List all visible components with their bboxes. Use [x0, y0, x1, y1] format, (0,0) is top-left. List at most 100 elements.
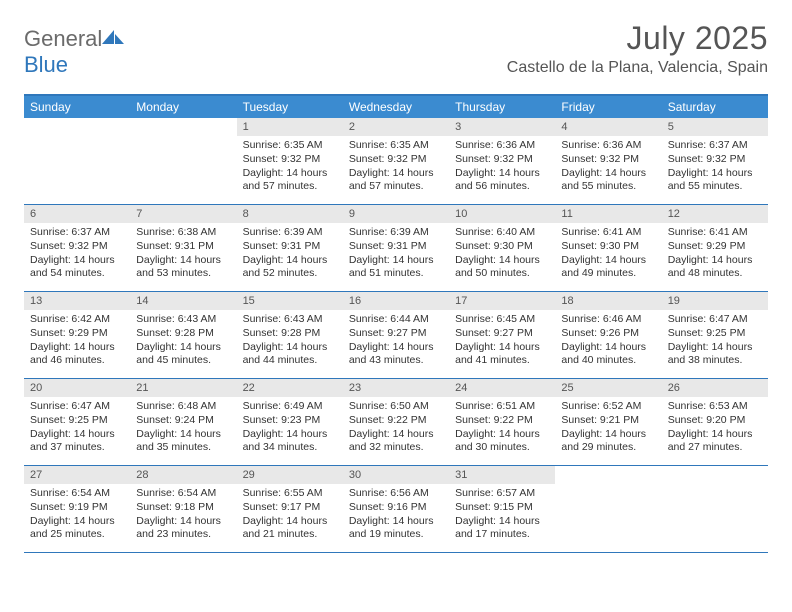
sunrise-line: Sunrise: 6:38 AM	[136, 226, 230, 240]
daylight-line: Daylight: 14 hours and 30 minutes.	[455, 428, 549, 455]
day-number: 5	[662, 118, 768, 136]
day-cell: 25Sunrise: 6:52 AMSunset: 9:21 PMDayligh…	[555, 379, 661, 465]
day-number: 24	[449, 379, 555, 397]
sunrise-line: Sunrise: 6:40 AM	[455, 226, 549, 240]
day-number: 1	[237, 118, 343, 136]
day-number: 25	[555, 379, 661, 397]
day-cell: 29Sunrise: 6:55 AMSunset: 9:17 PMDayligh…	[237, 466, 343, 552]
sunset-line: Sunset: 9:28 PM	[243, 327, 337, 341]
day-cell: 13Sunrise: 6:42 AMSunset: 9:29 PMDayligh…	[24, 292, 130, 378]
week-row: 1Sunrise: 6:35 AMSunset: 9:32 PMDaylight…	[24, 118, 768, 205]
day-body: Sunrise: 6:52 AMSunset: 9:21 PMDaylight:…	[555, 397, 661, 461]
day-number	[130, 118, 236, 122]
week-row: 27Sunrise: 6:54 AMSunset: 9:19 PMDayligh…	[24, 466, 768, 553]
day-cell: 9Sunrise: 6:39 AMSunset: 9:31 PMDaylight…	[343, 205, 449, 291]
daylight-line: Daylight: 14 hours and 44 minutes.	[243, 341, 337, 368]
sunset-line: Sunset: 9:29 PM	[668, 240, 762, 254]
header: General Blue July 2025 Castello de la Pl…	[24, 20, 768, 78]
sunset-line: Sunset: 9:32 PM	[561, 153, 655, 167]
sunset-line: Sunset: 9:32 PM	[30, 240, 124, 254]
sunrise-line: Sunrise: 6:56 AM	[349, 487, 443, 501]
day-body: Sunrise: 6:36 AMSunset: 9:32 PMDaylight:…	[555, 136, 661, 200]
day-body: Sunrise: 6:42 AMSunset: 9:29 PMDaylight:…	[24, 310, 130, 374]
day-number: 13	[24, 292, 130, 310]
sunset-line: Sunset: 9:27 PM	[349, 327, 443, 341]
sunset-line: Sunset: 9:15 PM	[455, 501, 549, 515]
day-body: Sunrise: 6:38 AMSunset: 9:31 PMDaylight:…	[130, 223, 236, 287]
sunset-line: Sunset: 9:28 PM	[136, 327, 230, 341]
day-body: Sunrise: 6:51 AMSunset: 9:22 PMDaylight:…	[449, 397, 555, 461]
day-body: Sunrise: 6:41 AMSunset: 9:30 PMDaylight:…	[555, 223, 661, 287]
sunrise-line: Sunrise: 6:47 AM	[668, 313, 762, 327]
day-body: Sunrise: 6:54 AMSunset: 9:19 PMDaylight:…	[24, 484, 130, 548]
daylight-line: Daylight: 14 hours and 43 minutes.	[349, 341, 443, 368]
day-body: Sunrise: 6:53 AMSunset: 9:20 PMDaylight:…	[662, 397, 768, 461]
day-cell: 16Sunrise: 6:44 AMSunset: 9:27 PMDayligh…	[343, 292, 449, 378]
sunrise-line: Sunrise: 6:47 AM	[30, 400, 124, 414]
dayheader-sun: Sunday	[24, 96, 130, 118]
sunrise-line: Sunrise: 6:36 AM	[455, 139, 549, 153]
day-number: 9	[343, 205, 449, 223]
sunrise-line: Sunrise: 6:45 AM	[455, 313, 549, 327]
daylight-line: Daylight: 14 hours and 37 minutes.	[30, 428, 124, 455]
daylight-line: Daylight: 14 hours and 46 minutes.	[30, 341, 124, 368]
week-row: 20Sunrise: 6:47 AMSunset: 9:25 PMDayligh…	[24, 379, 768, 466]
daylight-line: Daylight: 14 hours and 29 minutes.	[561, 428, 655, 455]
day-number: 29	[237, 466, 343, 484]
logo-word1: General	[24, 26, 102, 51]
sunrise-line: Sunrise: 6:53 AM	[668, 400, 762, 414]
day-body: Sunrise: 6:46 AMSunset: 9:26 PMDaylight:…	[555, 310, 661, 374]
day-cell: 10Sunrise: 6:40 AMSunset: 9:30 PMDayligh…	[449, 205, 555, 291]
day-number: 28	[130, 466, 236, 484]
day-cell: 1Sunrise: 6:35 AMSunset: 9:32 PMDaylight…	[237, 118, 343, 204]
sunset-line: Sunset: 9:31 PM	[349, 240, 443, 254]
sunrise-line: Sunrise: 6:37 AM	[30, 226, 124, 240]
day-number: 21	[130, 379, 236, 397]
day-body: Sunrise: 6:43 AMSunset: 9:28 PMDaylight:…	[130, 310, 236, 374]
day-cell: 20Sunrise: 6:47 AMSunset: 9:25 PMDayligh…	[24, 379, 130, 465]
sunrise-line: Sunrise: 6:41 AM	[668, 226, 762, 240]
daylight-line: Daylight: 14 hours and 55 minutes.	[668, 167, 762, 194]
day-number: 17	[449, 292, 555, 310]
daylight-line: Daylight: 14 hours and 32 minutes.	[349, 428, 443, 455]
day-cell: 18Sunrise: 6:46 AMSunset: 9:26 PMDayligh…	[555, 292, 661, 378]
sunset-line: Sunset: 9:32 PM	[243, 153, 337, 167]
sunrise-line: Sunrise: 6:43 AM	[136, 313, 230, 327]
sunrise-line: Sunrise: 6:41 AM	[561, 226, 655, 240]
day-cell: 28Sunrise: 6:54 AMSunset: 9:18 PMDayligh…	[130, 466, 236, 552]
sunset-line: Sunset: 9:19 PM	[30, 501, 124, 515]
day-number: 10	[449, 205, 555, 223]
day-cell: 19Sunrise: 6:47 AMSunset: 9:25 PMDayligh…	[662, 292, 768, 378]
dayheader-thu: Thursday	[449, 96, 555, 118]
day-body: Sunrise: 6:48 AMSunset: 9:24 PMDaylight:…	[130, 397, 236, 461]
sunrise-line: Sunrise: 6:51 AM	[455, 400, 549, 414]
dayheader-tue: Tuesday	[237, 96, 343, 118]
day-body: Sunrise: 6:54 AMSunset: 9:18 PMDaylight:…	[130, 484, 236, 548]
day-number	[555, 466, 661, 470]
day-body: Sunrise: 6:35 AMSunset: 9:32 PMDaylight:…	[343, 136, 449, 200]
sunrise-line: Sunrise: 6:42 AM	[30, 313, 124, 327]
daylight-line: Daylight: 14 hours and 57 minutes.	[349, 167, 443, 194]
dayheader-row: Sunday Monday Tuesday Wednesday Thursday…	[24, 96, 768, 118]
day-cell: 22Sunrise: 6:49 AMSunset: 9:23 PMDayligh…	[237, 379, 343, 465]
week-row: 6Sunrise: 6:37 AMSunset: 9:32 PMDaylight…	[24, 205, 768, 292]
day-cell: 7Sunrise: 6:38 AMSunset: 9:31 PMDaylight…	[130, 205, 236, 291]
sunset-line: Sunset: 9:21 PM	[561, 414, 655, 428]
day-body: Sunrise: 6:41 AMSunset: 9:29 PMDaylight:…	[662, 223, 768, 287]
sunset-line: Sunset: 9:26 PM	[561, 327, 655, 341]
day-cell: 15Sunrise: 6:43 AMSunset: 9:28 PMDayligh…	[237, 292, 343, 378]
day-number: 16	[343, 292, 449, 310]
sunrise-line: Sunrise: 6:35 AM	[349, 139, 443, 153]
daylight-line: Daylight: 14 hours and 48 minutes.	[668, 254, 762, 281]
day-cell: 21Sunrise: 6:48 AMSunset: 9:24 PMDayligh…	[130, 379, 236, 465]
daylight-line: Daylight: 14 hours and 25 minutes.	[30, 515, 124, 542]
daylight-line: Daylight: 14 hours and 53 minutes.	[136, 254, 230, 281]
day-number: 7	[130, 205, 236, 223]
location: Castello de la Plana, Valencia, Spain	[507, 59, 768, 77]
daylight-line: Daylight: 14 hours and 21 minutes.	[243, 515, 337, 542]
day-number: 30	[343, 466, 449, 484]
daylight-line: Daylight: 14 hours and 52 minutes.	[243, 254, 337, 281]
day-cell	[555, 466, 661, 552]
calendar: Sunday Monday Tuesday Wednesday Thursday…	[24, 94, 768, 553]
sunrise-line: Sunrise: 6:50 AM	[349, 400, 443, 414]
